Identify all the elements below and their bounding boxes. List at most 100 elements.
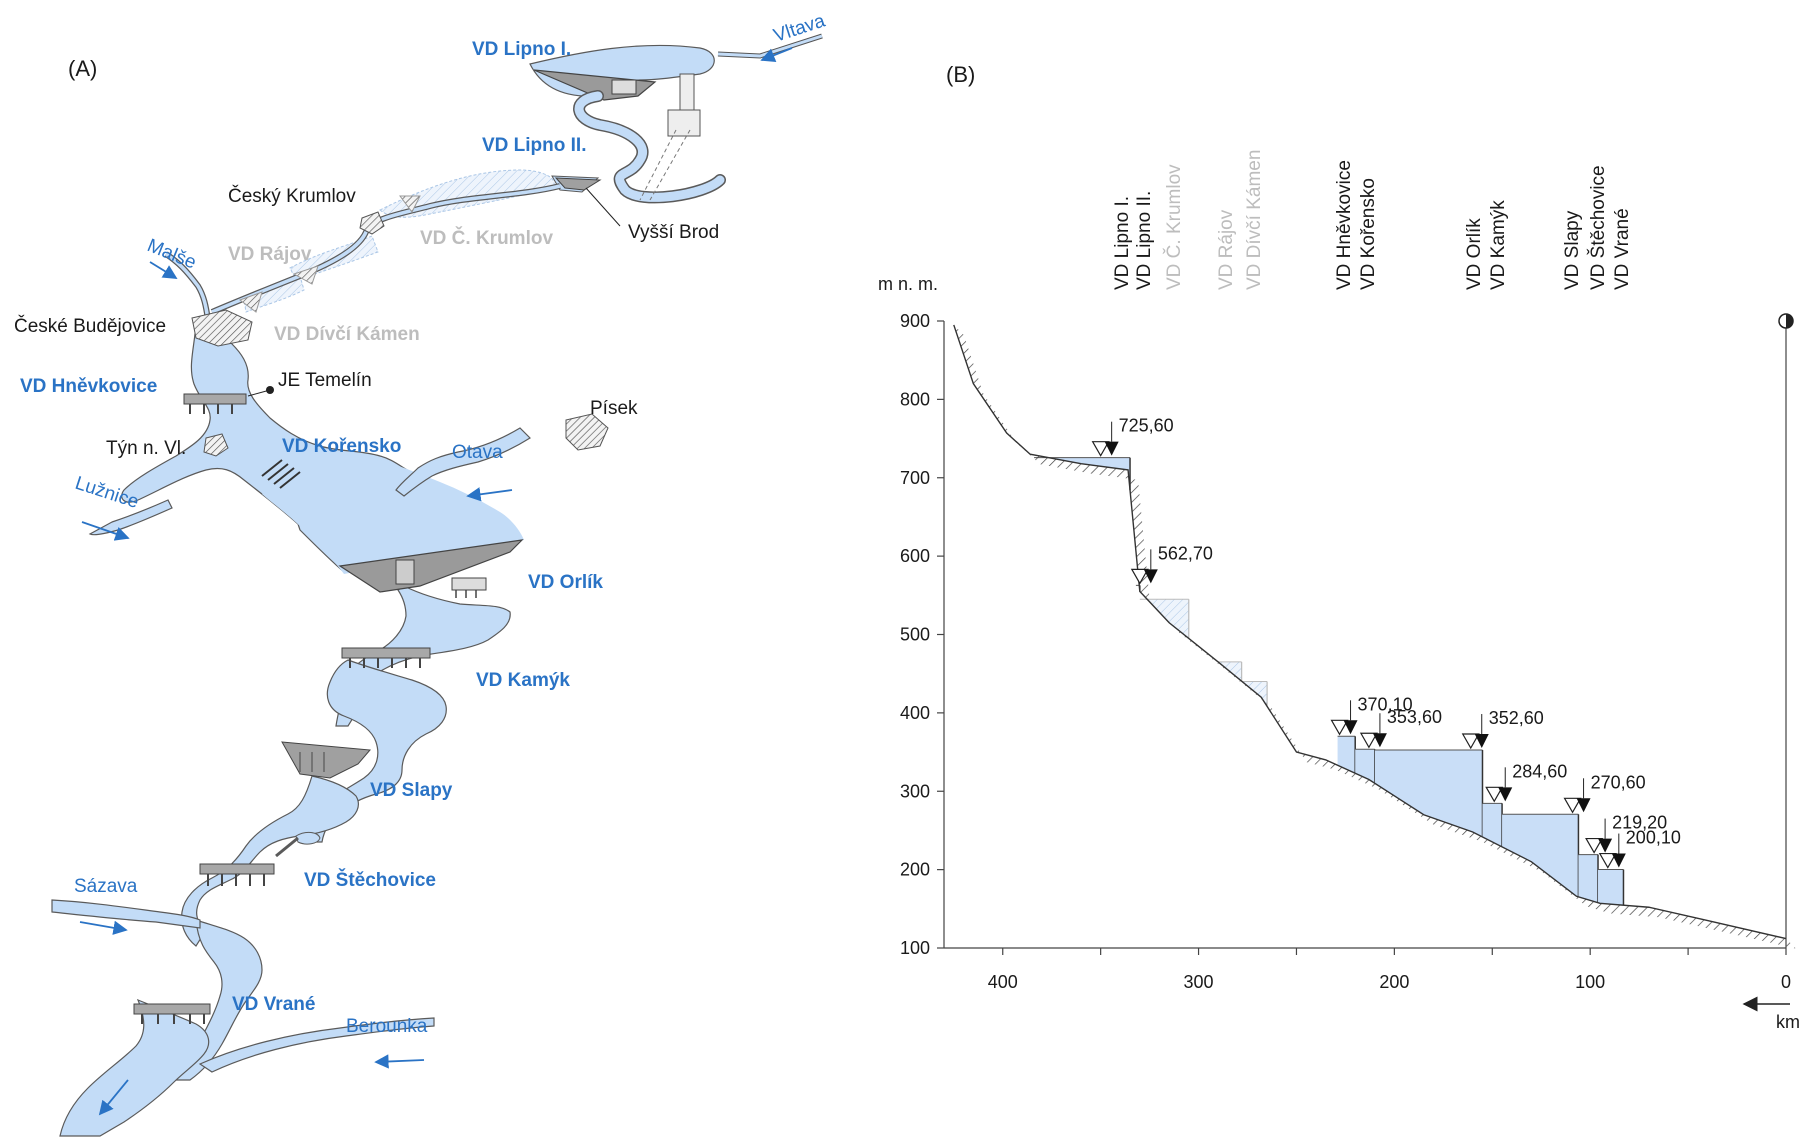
level-marker [1359,732,1378,749]
dam-hnevkovice [183,393,247,414]
label-vd-lipno2: VD Lipno II. [482,135,587,156]
level-marker-filled [1143,569,1158,584]
label-luznice: Lužnice [72,473,141,513]
water-orlik-upper [262,460,524,574]
label-malse: Malše [144,235,199,273]
col-vd-rajov: VD Rájov [1216,209,1237,290]
flow-arrows [79,487,513,1116]
arrow-outflow [98,1079,129,1116]
label-je-temelin: JE Temelín [278,370,372,391]
reservoir [1034,457,1131,491]
x-tick-label: 400 [988,972,1018,992]
x-tick-label: 0 [1781,972,1791,992]
water-luznice [88,499,173,536]
water-vrane-downstream [59,998,210,1137]
planned-dam-ckrumlov [399,195,421,213]
label-vd-korensko: VD Kořensko [282,436,401,457]
lipno1-tower [679,73,695,111]
reservoir [1598,869,1624,906]
lipno1-building [667,109,701,137]
river-lipno-loop-water [574,91,725,202]
label-vd-lipno1: VD Lipno I. [472,39,571,60]
level-marker [1485,786,1504,803]
level-marker [1130,568,1149,585]
level-label: 353,60 [1387,707,1442,727]
panel-b-label: (B) [946,62,975,87]
y-tick-label: 400 [900,703,930,723]
town-tyn [203,433,229,457]
water-berounka [198,1017,435,1073]
label-cesky-krumlov: Český Krumlov [228,185,356,207]
y-ticks: 100 200 300 400 500 600 700 800 900 [900,311,944,958]
dam-labels: VD Lipno I. VD Lipno II. VD Hněvkovice V… [20,39,603,1015]
panel-a-label: (A) [68,56,97,81]
water-sazava [51,899,201,929]
dam-vrane [133,1003,211,1024]
x-tick-label: 100 [1575,972,1605,992]
label-vd-kamyk: VD Kamýk [476,670,570,691]
col-vd-slapy: VD Slapy [1562,210,1583,290]
arrow-otava [466,487,513,502]
level-marker-filled [1104,441,1119,456]
label-sazava: Sázava [74,876,138,897]
label-berounka: Berounka [346,1016,428,1037]
water-bodies [51,321,531,1137]
level-marker [1598,852,1617,869]
planned-reservoir [1139,599,1189,639]
arrow-vltava [760,47,793,63]
towns [191,309,609,457]
axes: m n. m. 100 200 300 400 500 600 700 800 900 400 3… [878,274,1800,1032]
level-marker-filled [1343,720,1358,735]
town-ceske-budejovice [191,309,253,347]
arrow-luznice [81,521,130,541]
reservoir [1374,750,1483,837]
level-marker-filled [1474,734,1489,749]
col-vd-lipno1: VD Lipno I. [1112,196,1133,290]
reservoir [1502,814,1579,897]
level-marker [1091,441,1110,457]
level-marker [1330,719,1349,736]
river-vltava-krumlov-water [211,184,561,314]
level-label: 200,10 [1626,828,1681,848]
label-pisek: Písek [590,398,638,419]
water-slapy-to-stechovice [181,775,359,947]
dam-orlik [338,539,524,598]
dam-kamyk [341,647,431,668]
level-label: 270,60 [1591,772,1646,792]
reservoir [1337,736,1356,774]
water-reservoir-pond [295,831,321,845]
col-vd-orlik: VD Orlík [1464,218,1485,290]
arrow-berounka [374,1054,425,1069]
label-vd-rajov: VD Rájov [228,244,312,265]
town-cesky-krumlov [359,211,385,235]
level-marker-filled [1498,787,1513,802]
col-vd-hnevkovice: VD Hněvkovice [1334,160,1355,290]
reservoir [1578,854,1599,903]
vyssi-brod-leader [585,187,621,227]
y-tick-label: 900 [900,311,930,331]
label-vd-vrane: VD Vrané [232,994,315,1015]
dam-lipno2 [554,177,602,191]
water-otava [395,427,531,497]
dams [133,393,524,1024]
arrow-sazava [79,920,128,935]
y-tick-label: 200 [900,860,930,880]
source-symbol [1778,313,1794,329]
x-axis-label: km [1776,1012,1800,1032]
town-labels: Český Krumlov Vyšší Brod České Budějovic… [14,185,719,459]
label-vd-stechovice: VD Štěchovice [304,869,436,891]
col-vd-korensko: VD Kořensko [1358,178,1379,290]
river-vltava-inflow-water [717,34,823,58]
stechovice-channel [275,836,299,858]
level-marker-filled [1611,853,1626,868]
column-labels: VD Lipno I. VD Lipno II. VD Č. Krumlov V… [1112,150,1633,290]
label-otava: Otava [452,442,503,463]
dam-slapy [281,741,372,779]
col-vd-lipno2: VD Lipno II. [1134,191,1155,290]
level-label: 284,60 [1512,761,1567,781]
town-pisek [565,413,609,451]
malse-river [149,251,211,321]
krumlov-reach [210,169,561,315]
